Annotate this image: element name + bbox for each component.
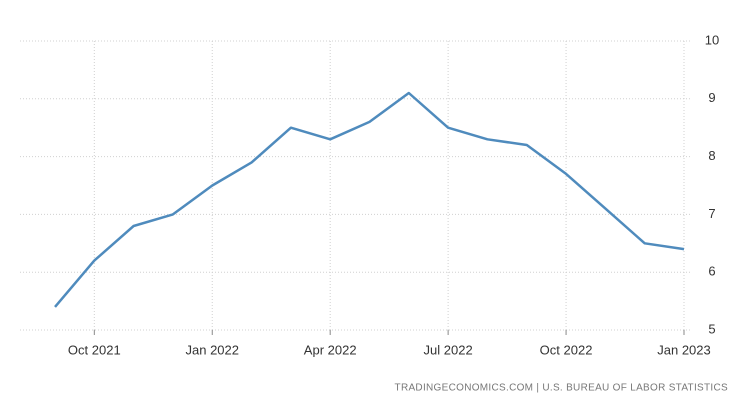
y-tick-label: 5: [708, 321, 715, 336]
x-tick-label: Jan 2023: [657, 342, 711, 357]
y-tick-label: 10: [705, 32, 719, 47]
x-tick-label: Jul 2022: [424, 342, 473, 357]
x-tick-label: Oct 2022: [540, 342, 593, 357]
source: TRADINGECONOMICS.COM | U.S. BUREAU OF LA…: [395, 383, 728, 394]
x-tick-label: Jan 2022: [186, 342, 240, 357]
line: [54, 91, 685, 308]
y-tick-label: 8: [708, 148, 715, 163]
y-tick-label: 6: [708, 264, 715, 279]
y-tick-label: 7: [708, 206, 715, 221]
x-tick-label: Apr 2022: [304, 342, 357, 357]
x-tick-label: Oct 2021: [68, 342, 121, 357]
y-tick-label: 9: [708, 90, 715, 105]
